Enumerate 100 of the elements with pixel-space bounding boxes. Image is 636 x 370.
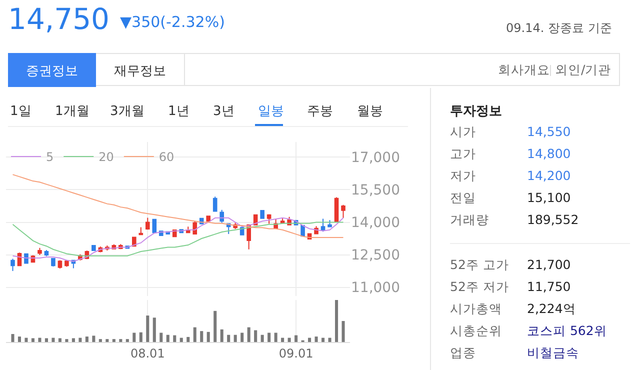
bar [98,339,102,342]
bar [72,338,75,342]
bar [160,332,163,342]
bar [58,338,62,342]
candlestick [341,204,346,218]
bar [308,338,312,342]
y-tick-label: 17,000 [351,150,400,166]
x-tick-label: 09.01 [278,346,314,360]
bar [126,339,129,342]
text: 월봉 [357,103,383,120]
text: 시가 [450,124,476,141]
text: 2,224억 [527,301,576,318]
line-series [12,174,344,238]
candlestick [138,226,144,236]
text: 21,700 [527,257,571,272]
candlestick [192,220,198,235]
y-tick-label: 11,000 [351,280,400,296]
text: 52주 고가 [450,257,509,274]
candlestick [38,247,42,256]
candlestick [145,217,150,230]
bar [11,334,14,342]
bar [132,332,136,342]
bar [152,318,156,342]
candlestick [64,259,69,268]
bar [268,332,271,342]
bar [288,338,291,342]
text: 14,200 [527,168,571,183]
bar [166,334,170,342]
text: 주봉 [307,103,333,120]
candlestick [334,196,339,223]
text: 일봉 [258,103,284,120]
text: 3개월 [110,103,144,120]
text: 시총순위 [450,323,502,340]
text: 업종 [450,345,476,362]
text: 저가 [450,168,476,185]
bar [31,338,34,342]
text: 증권정보 [25,63,79,80]
candlestick [51,258,56,267]
text: 외인/기관 [555,62,612,79]
text: 코스피 562위 [527,323,607,340]
text: 비철금속 [527,345,579,362]
bar [254,330,258,342]
text: 회사개요 [498,62,550,79]
bar [214,310,217,342]
text: 재무정보 [113,63,167,80]
text: 1년 [168,103,190,120]
text: 09.14. 장종료 기준 [506,20,612,37]
line-series [12,222,344,256]
candlestick [44,250,49,257]
y-tick-label: 14,000 [351,215,400,232]
bar [342,321,345,342]
line-series [12,217,344,262]
text: 11,750 [527,279,571,294]
bar [227,334,230,342]
bar [65,339,68,342]
candlestick [206,215,211,222]
text: 189,552 [527,212,579,227]
text: 1개월 [55,103,90,120]
text: 14,800 [527,146,571,161]
candlestick [320,218,326,232]
text: 3년 [213,103,234,120]
candlestick [24,252,28,264]
candlestick [266,214,272,224]
bar [220,329,224,342]
bar [328,338,332,342]
legend-label: 20 [98,150,114,164]
text: 전일 [450,190,476,207]
legend-label: 60 [158,150,174,164]
text: 1일 [10,103,32,120]
bar [180,338,183,342]
candlestick [132,236,136,248]
bar [193,327,196,342]
text: 거래량 [450,212,489,229]
bar [112,339,116,342]
candlestick [92,244,96,252]
x-tick-label: 08.01 [130,346,165,360]
bar [18,336,22,342]
y-tick-label: 15,500 [351,182,400,199]
text: 52주 저가 [450,279,509,296]
legend-label: 5 [46,150,54,164]
candlestick [212,196,218,212]
bar [294,335,298,342]
text: 15,100 [527,190,571,205]
text: 고가 [450,146,476,163]
bar [200,331,204,342]
bar [322,338,325,342]
bar [92,336,96,342]
candlestick [10,258,15,272]
bar [119,339,122,342]
candlestick [58,260,62,269]
text: 투자정보 [450,103,502,120]
text: ▼350(-2.32%) [120,13,225,31]
bar [274,332,278,342]
text: 14,550 [527,124,571,139]
bar [85,336,88,342]
bar [314,336,318,342]
bar [38,338,42,342]
candlestick [328,220,332,228]
bar [334,300,338,342]
bar [206,332,210,342]
